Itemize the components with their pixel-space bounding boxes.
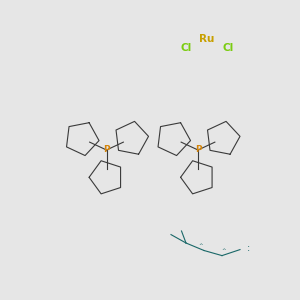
Text: Cl: Cl: [222, 43, 234, 53]
Text: ^: ^: [221, 248, 226, 253]
Text: ^: ^: [198, 243, 203, 248]
Text: Cl: Cl: [180, 43, 192, 53]
Text: P: P: [103, 146, 110, 154]
Text: Ru: Ru: [199, 34, 215, 44]
Text: :: :: [247, 243, 250, 253]
Text: P: P: [195, 146, 201, 154]
